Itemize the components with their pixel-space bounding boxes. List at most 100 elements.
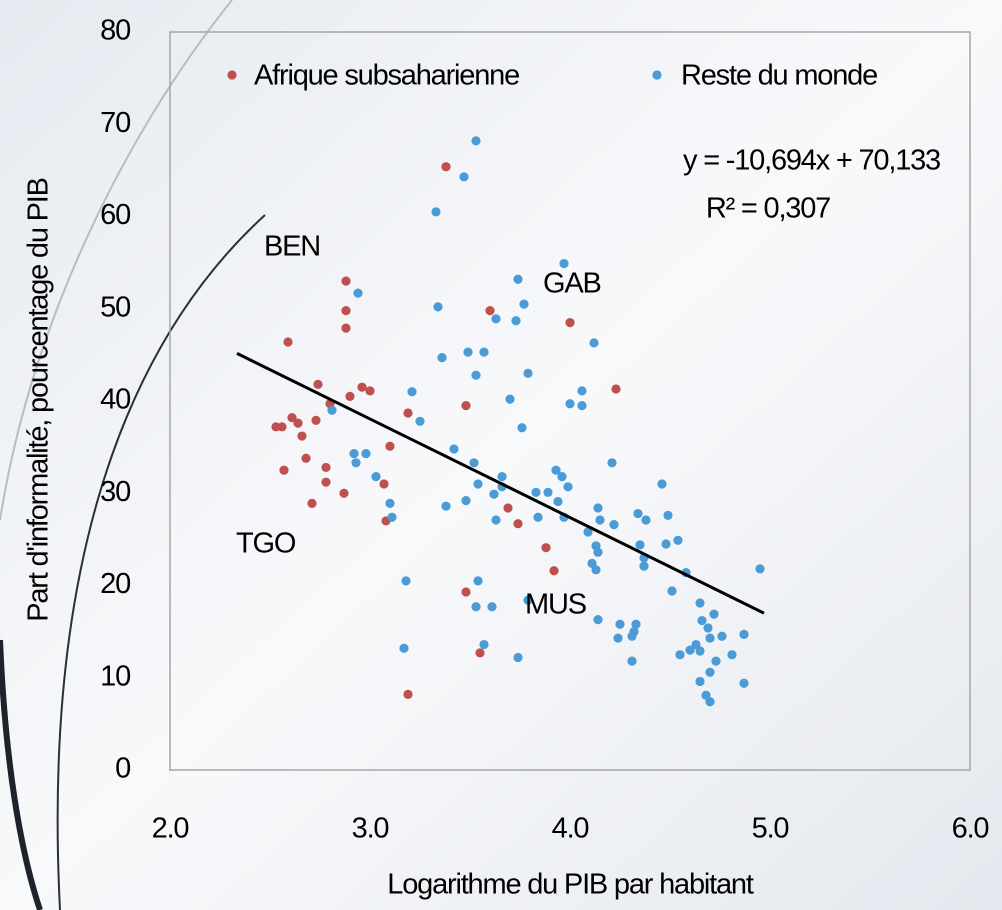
point xyxy=(541,543,551,553)
point xyxy=(639,561,649,571)
point xyxy=(627,656,637,666)
y-axis-title: Part d'informalité, pourcentage du PIB xyxy=(23,178,55,622)
r-squared: R² = 0,307 xyxy=(706,193,830,225)
point xyxy=(635,540,645,550)
point xyxy=(459,172,469,182)
point xyxy=(403,408,413,418)
y-tick-label: 60 xyxy=(100,199,130,231)
point xyxy=(277,422,287,432)
point xyxy=(485,305,495,316)
point xyxy=(341,323,351,333)
point xyxy=(385,498,395,508)
point xyxy=(361,448,371,459)
point xyxy=(513,274,523,284)
point xyxy=(675,650,685,660)
point xyxy=(513,519,523,529)
point xyxy=(321,462,331,473)
point xyxy=(705,633,715,643)
point xyxy=(553,496,563,507)
point xyxy=(727,650,737,660)
point xyxy=(463,347,473,357)
annotation: TGO xyxy=(236,528,296,560)
point xyxy=(533,512,543,522)
point xyxy=(513,652,523,663)
point xyxy=(517,423,527,433)
point xyxy=(503,503,513,513)
decor-arc xyxy=(0,639,43,910)
point xyxy=(565,317,575,328)
point xyxy=(473,479,483,489)
point xyxy=(441,162,451,172)
point xyxy=(471,370,481,380)
point xyxy=(371,472,381,482)
point xyxy=(379,479,389,489)
point xyxy=(491,314,501,324)
point xyxy=(341,276,351,286)
point xyxy=(697,615,707,626)
point xyxy=(549,566,559,576)
point xyxy=(353,288,363,298)
point xyxy=(589,338,599,348)
point xyxy=(577,386,587,396)
annotation: MUS xyxy=(525,589,587,621)
point xyxy=(479,639,489,650)
point xyxy=(641,515,651,525)
point xyxy=(615,619,625,629)
point xyxy=(577,401,587,411)
y-tick-label: 30 xyxy=(100,476,130,508)
point xyxy=(279,465,289,475)
point xyxy=(321,477,331,487)
point xyxy=(739,678,749,688)
point xyxy=(449,444,459,454)
point xyxy=(401,576,411,586)
point xyxy=(559,258,569,269)
point xyxy=(357,382,367,392)
point xyxy=(551,465,561,475)
point xyxy=(461,401,471,411)
point xyxy=(609,520,619,530)
point xyxy=(717,631,727,641)
point xyxy=(695,598,705,608)
point xyxy=(313,379,323,389)
point xyxy=(695,676,705,687)
point xyxy=(685,645,695,655)
y-tick-label: 10 xyxy=(100,660,130,692)
point xyxy=(293,418,303,428)
point xyxy=(593,615,603,625)
point xyxy=(473,576,483,586)
point xyxy=(407,387,417,397)
point xyxy=(415,416,425,426)
legend-label: Reste du monde xyxy=(681,60,877,92)
point xyxy=(595,515,605,525)
point xyxy=(469,458,479,468)
point xyxy=(341,305,351,316)
point xyxy=(519,299,529,309)
point xyxy=(593,503,603,513)
point xyxy=(613,633,623,643)
point xyxy=(705,697,715,707)
point xyxy=(461,496,471,506)
y-tick-label: 80 xyxy=(100,15,130,47)
point xyxy=(563,482,573,492)
x-tick-label: 3.0 xyxy=(352,813,389,845)
decor-arc xyxy=(56,214,266,910)
annotation: BEN xyxy=(264,231,320,263)
point xyxy=(399,643,409,653)
point xyxy=(387,512,397,522)
point xyxy=(673,535,683,545)
point xyxy=(283,337,293,347)
point xyxy=(611,384,621,394)
point xyxy=(351,458,361,468)
point xyxy=(631,619,641,629)
point xyxy=(441,501,451,511)
x-tick-label: 6.0 xyxy=(952,813,989,845)
point xyxy=(471,602,481,612)
trendline xyxy=(236,352,765,615)
point xyxy=(403,689,413,699)
y-tick-label: 0 xyxy=(115,753,130,785)
y-tick-label: 70 xyxy=(100,107,130,139)
point xyxy=(593,547,603,557)
legend-label: Afrique subsaharienne xyxy=(254,60,519,92)
point xyxy=(755,564,765,574)
